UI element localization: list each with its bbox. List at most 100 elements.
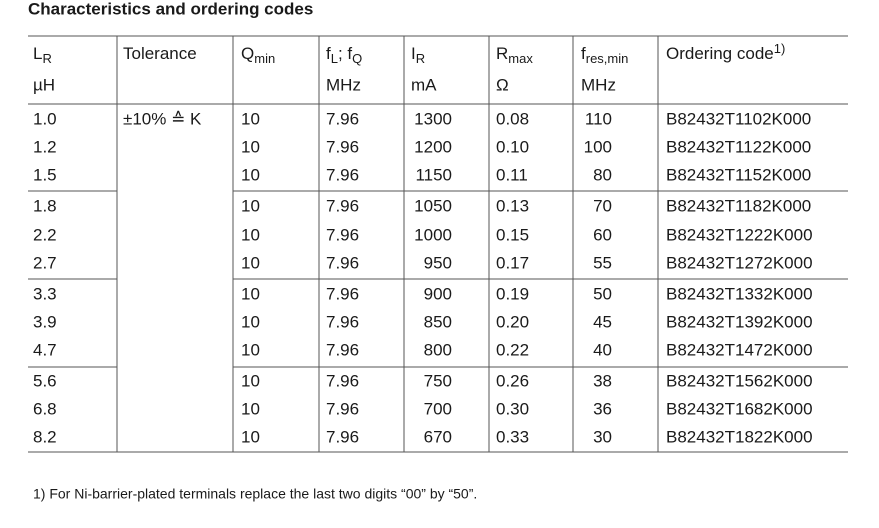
cell: 10	[241, 253, 260, 272]
cell: 10	[241, 284, 260, 303]
cell: 7.96	[326, 109, 359, 128]
header-part: L	[331, 51, 338, 66]
header-part: Ordering code	[666, 44, 774, 63]
cell: 950	[424, 253, 452, 272]
cell: 10	[241, 427, 260, 446]
cell: 1.5	[33, 165, 57, 184]
cell: 1150	[415, 165, 452, 184]
cell: 700	[424, 399, 452, 418]
header-part: Tolerance	[123, 44, 197, 63]
column-header: Qmin	[241, 44, 275, 66]
footnote: 1) For Ni-barrier-plated terminals repla…	[33, 486, 477, 502]
cell: 0.26	[496, 371, 529, 390]
cell: 0.08	[496, 109, 529, 128]
header-part: ; f	[338, 44, 352, 63]
header-part: R	[42, 51, 51, 66]
cell: 8.2	[33, 427, 57, 446]
header-part: L	[33, 44, 42, 63]
cell: 800	[424, 340, 452, 359]
cell: B82432T1272K000	[666, 253, 813, 272]
cell: 7.96	[326, 196, 359, 215]
cell: 80	[593, 165, 612, 184]
cell: B82432T1182K000	[666, 196, 811, 215]
cell: 7.96	[326, 371, 359, 390]
column-unit: MHz	[326, 75, 361, 94]
column-header: Rmax	[496, 44, 533, 66]
cell: 4.7	[33, 340, 57, 359]
column-unit: mA	[411, 75, 437, 94]
cell: 1.2	[33, 137, 57, 156]
cell: 0.15	[496, 225, 529, 244]
cell: 50	[593, 284, 612, 303]
column-header: fres,min	[581, 44, 628, 66]
cell: 1300	[414, 109, 452, 128]
cell: B82432T1102K000	[666, 109, 811, 128]
cell: 10	[241, 371, 260, 390]
cell: 2.7	[33, 253, 57, 272]
cell: 7.96	[326, 165, 359, 184]
cell: B82432T1392K000	[666, 312, 813, 331]
cell: 10	[241, 196, 260, 215]
column-header: fL; fQ	[326, 44, 362, 66]
cell: 670	[424, 427, 452, 446]
header-part: R	[416, 51, 425, 66]
cell: 0.30	[496, 399, 529, 418]
column-unit: MHz	[581, 75, 616, 94]
cell: 7.96	[326, 137, 359, 156]
cell: 10	[241, 137, 260, 156]
cell: 10	[241, 225, 260, 244]
cell: 7.96	[326, 427, 359, 446]
cell: 0.17	[496, 253, 529, 272]
title: Characteristics and ordering codes	[28, 0, 313, 18]
column-unit: Ω	[496, 75, 509, 94]
column-unit: µH	[33, 75, 55, 94]
cell: 0.33	[496, 427, 529, 446]
cell: 2.2	[33, 225, 57, 244]
cell: 0.11	[496, 165, 528, 184]
cell: 7.96	[326, 253, 359, 272]
cell: 0.13	[496, 196, 529, 215]
cell: 70	[593, 196, 612, 215]
cell: 55	[593, 253, 612, 272]
cell: 36	[593, 399, 612, 418]
cell: B82432T1122K000	[666, 137, 811, 156]
cell: B82432T1152K000	[666, 165, 811, 184]
cell: 3.9	[33, 312, 57, 331]
cell: 7.96	[326, 312, 359, 331]
cell: 10	[241, 399, 260, 418]
cell: ±10% ≙ K	[123, 109, 202, 128]
cell: 850	[424, 312, 452, 331]
cell: 100	[584, 137, 612, 156]
header-part: Q	[241, 44, 254, 63]
cell: 6.8	[33, 399, 57, 418]
cell: 900	[424, 284, 452, 303]
cell: 1.8	[33, 196, 57, 215]
cell: 0.20	[496, 312, 529, 331]
cell: B82432T1822K000	[666, 427, 813, 446]
column-header: Ordering code1)	[666, 41, 785, 63]
cell: B82432T1472K000	[666, 340, 813, 359]
cell: B82432T1332K000	[666, 284, 813, 303]
cell: 7.96	[326, 399, 359, 418]
cell: 10	[241, 340, 260, 359]
cell: 7.96	[326, 225, 359, 244]
header-part: f	[326, 44, 331, 63]
cell: B82432T1562K000	[666, 371, 813, 390]
cell: 110	[585, 109, 612, 128]
cell: 45	[593, 312, 612, 331]
cell: 1000	[414, 225, 452, 244]
cell: 0.22	[496, 340, 529, 359]
header-part: R	[496, 44, 508, 63]
cell: 0.19	[496, 284, 529, 303]
cell: 10	[241, 312, 260, 331]
header-part: min	[254, 51, 275, 66]
cell: B82432T1682K000	[666, 399, 813, 418]
cell: 1.0	[33, 109, 57, 128]
cell: 5.6	[33, 371, 57, 390]
cell: 10	[241, 165, 260, 184]
cell: 7.96	[326, 284, 359, 303]
cell: 1050	[414, 196, 452, 215]
header-part: max	[508, 51, 533, 66]
header-part: Q	[352, 51, 362, 66]
